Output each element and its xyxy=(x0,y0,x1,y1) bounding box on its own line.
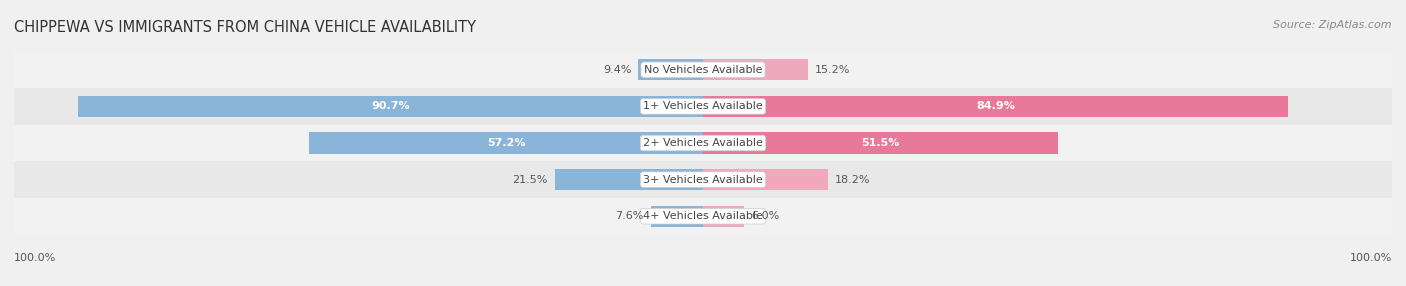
Bar xyxy=(14,51,1392,88)
Bar xyxy=(703,59,807,80)
Bar xyxy=(309,132,703,154)
Bar xyxy=(638,59,703,80)
Text: 21.5%: 21.5% xyxy=(513,175,548,184)
Text: 15.2%: 15.2% xyxy=(814,65,851,75)
Text: 100.0%: 100.0% xyxy=(14,253,56,263)
Text: 6.0%: 6.0% xyxy=(751,211,779,221)
Bar xyxy=(14,125,1392,161)
Text: 84.9%: 84.9% xyxy=(976,102,1015,111)
Text: 7.6%: 7.6% xyxy=(616,211,644,221)
Bar xyxy=(703,206,744,227)
Bar xyxy=(14,161,1392,198)
Text: CHIPPEWA VS IMMIGRANTS FROM CHINA VEHICLE AVAILABILITY: CHIPPEWA VS IMMIGRANTS FROM CHINA VEHICL… xyxy=(14,20,477,35)
Text: 100.0%: 100.0% xyxy=(1350,253,1392,263)
Text: 3+ Vehicles Available: 3+ Vehicles Available xyxy=(643,175,763,184)
Bar xyxy=(79,96,703,117)
Bar xyxy=(703,169,828,190)
Text: 1+ Vehicles Available: 1+ Vehicles Available xyxy=(643,102,763,111)
Bar xyxy=(14,88,1392,125)
Text: 90.7%: 90.7% xyxy=(371,102,411,111)
Bar xyxy=(651,206,703,227)
Bar xyxy=(703,132,1057,154)
Text: 9.4%: 9.4% xyxy=(603,65,631,75)
Bar xyxy=(703,96,1288,117)
Text: Source: ZipAtlas.com: Source: ZipAtlas.com xyxy=(1274,20,1392,30)
Text: 18.2%: 18.2% xyxy=(835,175,870,184)
Text: 4+ Vehicles Available: 4+ Vehicles Available xyxy=(643,211,763,221)
Bar xyxy=(14,198,1392,235)
Bar xyxy=(555,169,703,190)
Text: 2+ Vehicles Available: 2+ Vehicles Available xyxy=(643,138,763,148)
Text: 57.2%: 57.2% xyxy=(486,138,526,148)
Text: 51.5%: 51.5% xyxy=(862,138,900,148)
Text: No Vehicles Available: No Vehicles Available xyxy=(644,65,762,75)
